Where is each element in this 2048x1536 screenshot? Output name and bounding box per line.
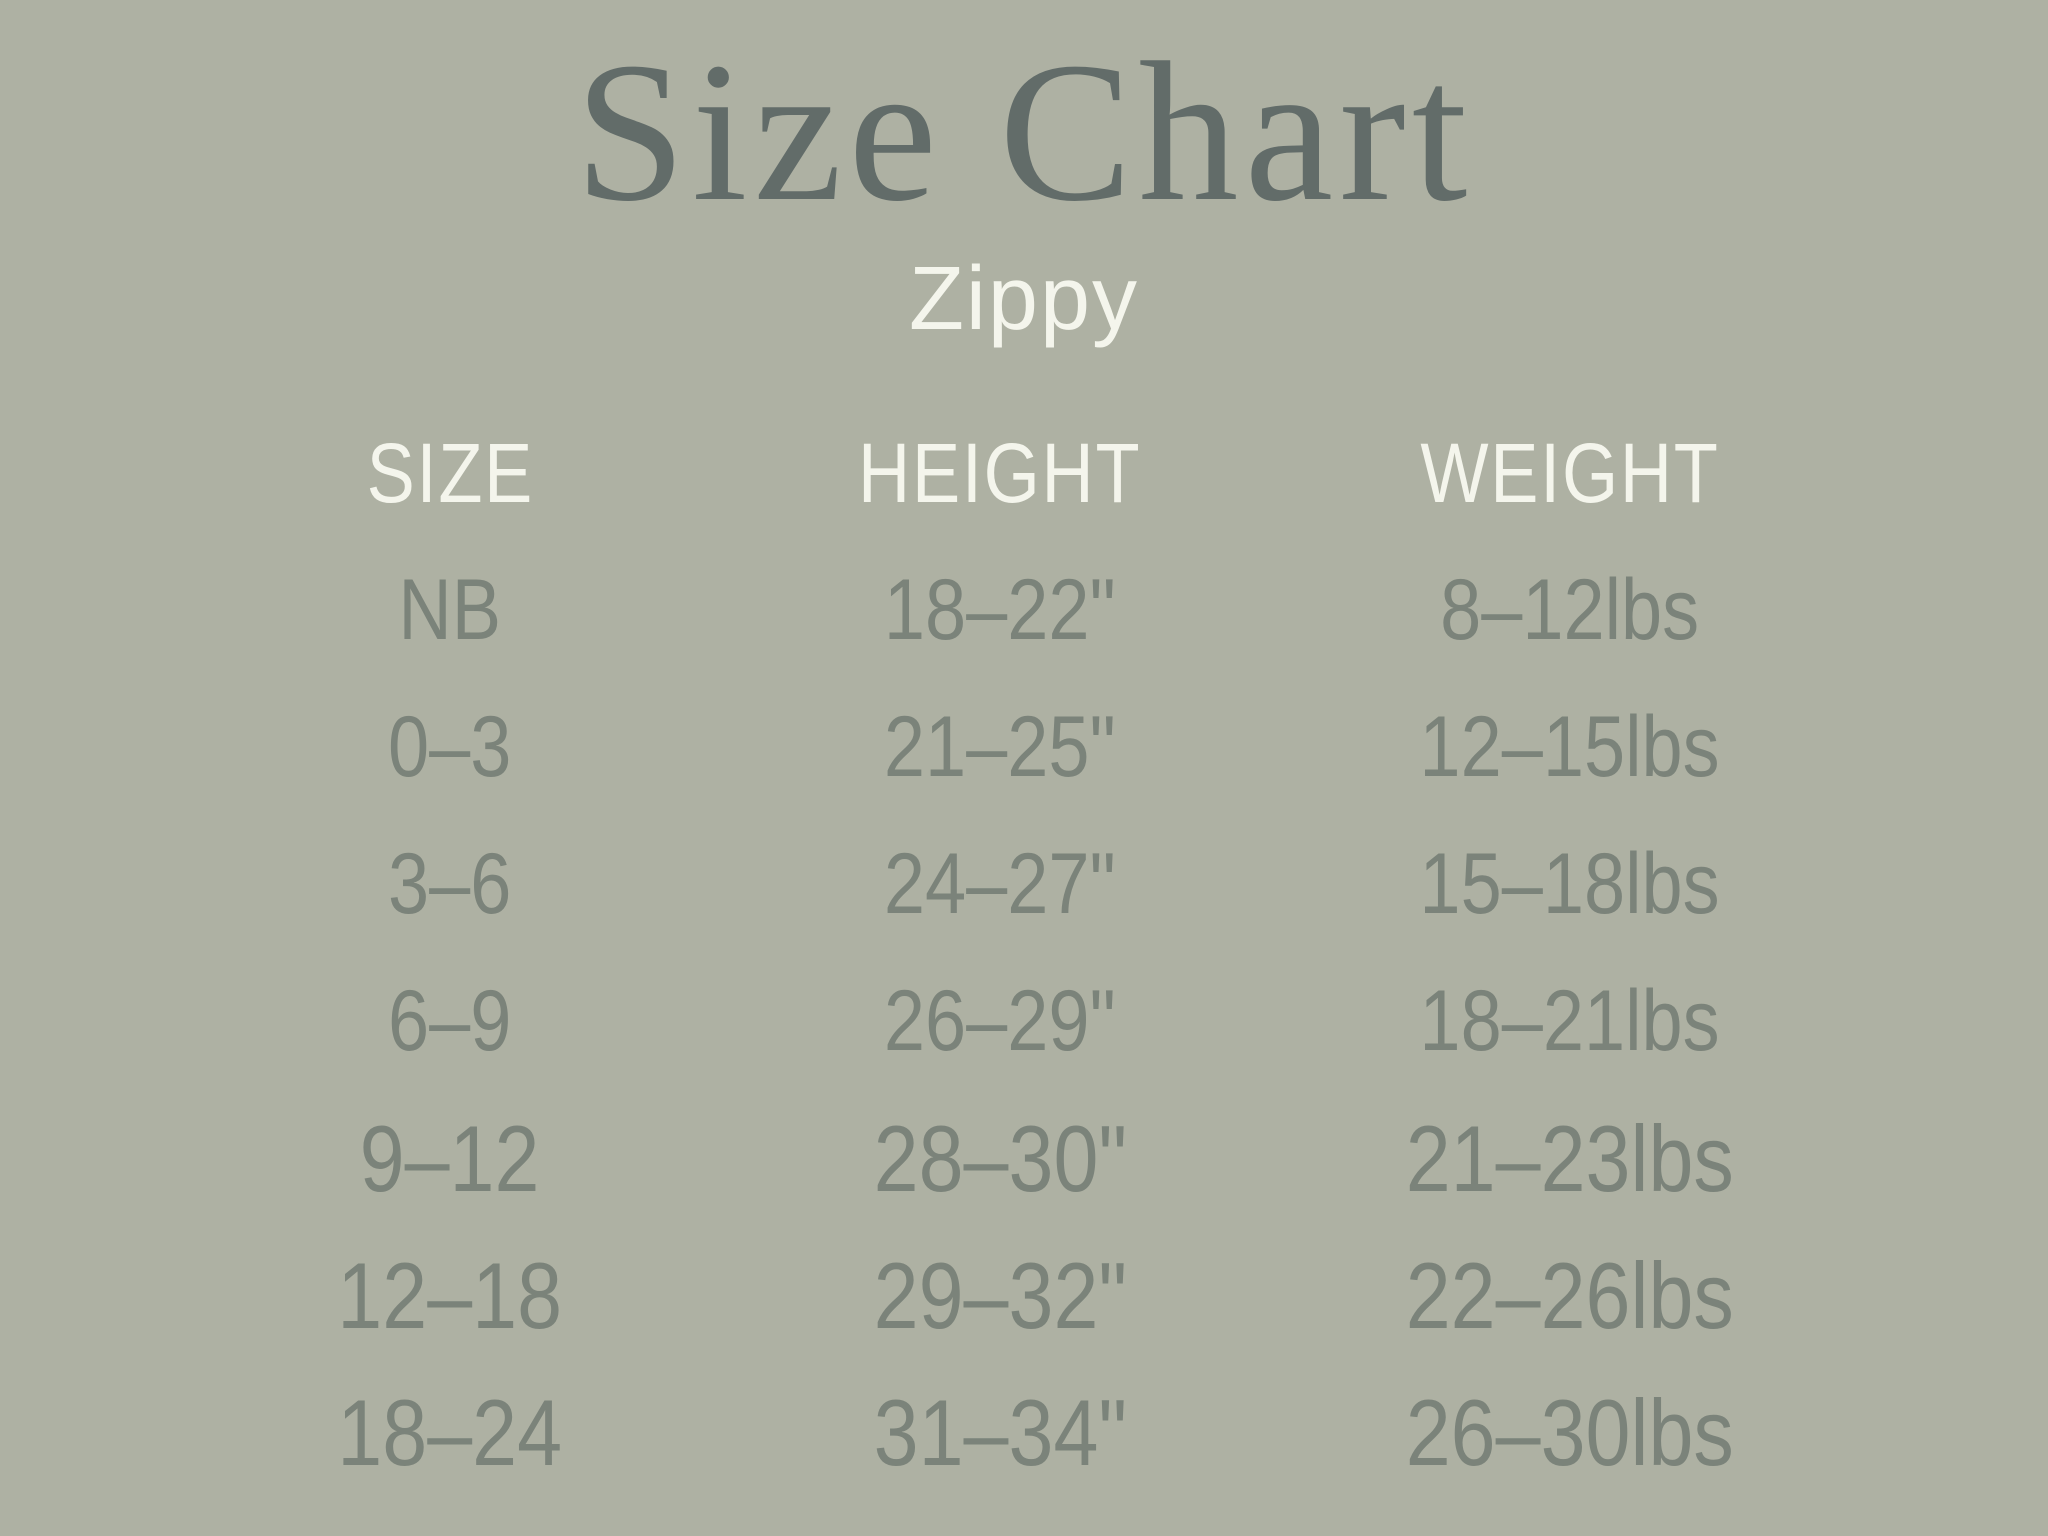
weight-cell: 26–30lbs xyxy=(1270,1379,1870,1487)
cell-value: 31–34" xyxy=(873,1379,1127,1485)
cell-value: 21–25" xyxy=(884,699,1116,795)
cell-value: 15–18lbs xyxy=(1419,836,1721,932)
weight-cell: 8–12lbs xyxy=(1270,561,1870,660)
cell-value: 18–22" xyxy=(884,562,1116,658)
cell-value: 18–21lbs xyxy=(1419,973,1721,1069)
weight-cell: 12–15lbs xyxy=(1270,698,1870,797)
column-header-weight: WEIGHT xyxy=(1270,425,1870,522)
height-cell: 29–32" xyxy=(730,1242,1270,1350)
weight-cell: 15–18lbs xyxy=(1270,835,1870,934)
table-row: 9–12 28–30" 21–23lbs xyxy=(170,1090,1870,1227)
size-table: SIZE HEIGHT WEIGHT NB 18–22" 8–12lbs 0–3 21–… xyxy=(170,405,1870,1501)
table-header-row: SIZE HEIGHT WEIGHT xyxy=(170,405,1870,542)
size-cell: 9–12 xyxy=(170,1105,730,1213)
height-cell: 21–25" xyxy=(730,698,1270,797)
height-cell: 26–29" xyxy=(730,972,1270,1071)
table-row: NB 18–22" 8–12lbs xyxy=(170,542,1870,679)
size-cell: 12–18 xyxy=(170,1242,730,1350)
cell-value: 12–15lbs xyxy=(1419,699,1721,795)
cell-value: 26–29" xyxy=(884,973,1116,1069)
cell-value: 0–3 xyxy=(388,699,512,795)
cell-value: NB xyxy=(398,562,502,658)
size-cell: 0–3 xyxy=(170,698,730,797)
cell-value: 3–6 xyxy=(388,836,512,932)
cell-value: 9–12 xyxy=(360,1105,540,1211)
height-cell: 18–22" xyxy=(730,561,1270,660)
cell-value: 28–30" xyxy=(873,1105,1127,1211)
column-header-weight-label: WEIGHT xyxy=(1420,426,1720,520)
table-row: 3–6 24–27" 15–18lbs xyxy=(170,816,1870,953)
table-row: 12–18 29–32" 22–26lbs xyxy=(170,1227,1870,1364)
size-cell: 6–9 xyxy=(170,972,730,1071)
size-cell: NB xyxy=(170,561,730,660)
table-row: 0–3 21–25" 12–15lbs xyxy=(170,679,1870,816)
height-cell: 31–34" xyxy=(730,1379,1270,1487)
cell-value: 24–27" xyxy=(884,836,1116,932)
cell-value: 6–9 xyxy=(388,973,512,1069)
weight-cell: 22–26lbs xyxy=(1270,1242,1870,1350)
height-cell: 24–27" xyxy=(730,835,1270,934)
weight-cell: 18–21lbs xyxy=(1270,972,1870,1071)
size-cell: 18–24 xyxy=(170,1379,730,1487)
cell-value: 12–18 xyxy=(337,1242,563,1348)
table-row: 18–24 31–34" 26–30lbs xyxy=(170,1364,1870,1501)
cell-value: 26–30lbs xyxy=(1405,1379,1735,1485)
column-header-size: SIZE xyxy=(170,425,730,522)
column-header-size-label: SIZE xyxy=(366,426,534,520)
weight-cell: 21–23lbs xyxy=(1270,1105,1870,1213)
column-header-height-label: HEIGHT xyxy=(858,426,1142,520)
size-cell: 3–6 xyxy=(170,835,730,934)
product-name: Zippy xyxy=(908,249,1140,349)
column-header-height: HEIGHT xyxy=(730,425,1270,522)
cell-value: 21–23lbs xyxy=(1405,1105,1735,1211)
cell-value: 29–32" xyxy=(873,1242,1127,1348)
cell-value: 18–24 xyxy=(337,1379,563,1485)
cell-value: 8–12lbs xyxy=(1440,562,1700,658)
table-row: 6–9 26–29" 18–21lbs xyxy=(170,953,1870,1090)
height-cell: 28–30" xyxy=(730,1105,1270,1213)
cell-value: 22–26lbs xyxy=(1405,1242,1735,1348)
page-title: Size Chart xyxy=(574,22,1474,243)
